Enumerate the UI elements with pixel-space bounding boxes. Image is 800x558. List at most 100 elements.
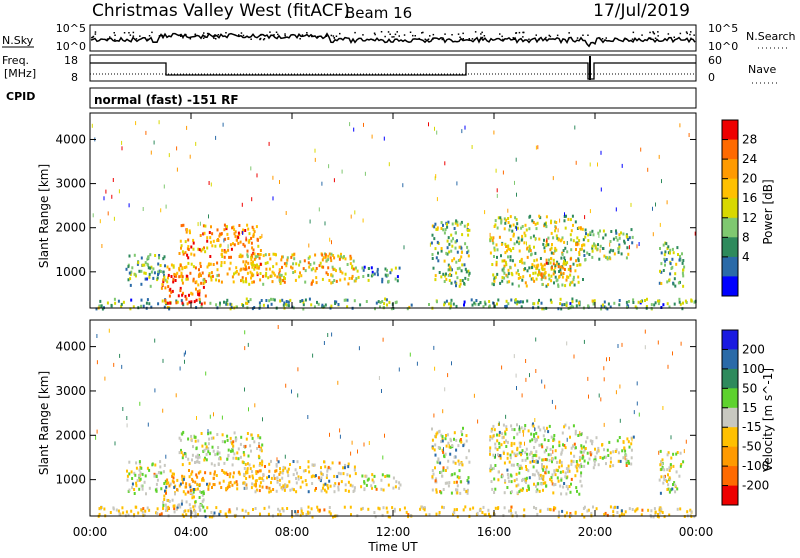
- nsky-tick-bottom: 10^0: [56, 40, 86, 53]
- echo-cell: [467, 233, 470, 237]
- echo-cell: [307, 261, 310, 265]
- echo-cell: [273, 477, 276, 480]
- echo-cell: [677, 281, 680, 285]
- echo-cell: [660, 509, 663, 513]
- echo-cell: [434, 435, 437, 439]
- echo-cell: [133, 492, 136, 495]
- echo-cell: [631, 241, 634, 245]
- echo-cell: [149, 266, 152, 270]
- noise-cell: [153, 140, 155, 145]
- echo-cell: [189, 271, 192, 275]
- echo-cell: [223, 223, 226, 227]
- echo-cell: [250, 258, 253, 262]
- echo-cell: [282, 279, 285, 282]
- echo-cell: [531, 438, 534, 442]
- echo-cell: [256, 266, 259, 270]
- echo-cell: [578, 465, 581, 469]
- echo-cell: [205, 445, 208, 449]
- echo-cell: [557, 479, 560, 483]
- echo-cell: [382, 506, 385, 510]
- noise-cell: [670, 435, 672, 440]
- echo-cell: [570, 248, 573, 252]
- echo-cell: [178, 503, 181, 507]
- echo-cell: [318, 508, 321, 512]
- freq-label-line2: [MHz]: [4, 67, 36, 80]
- echo-cell: [503, 440, 506, 444]
- echo-cell: [667, 487, 670, 491]
- echo-cell: [242, 304, 245, 308]
- noise-cell: [209, 414, 211, 419]
- echo-cell: [360, 485, 363, 489]
- echo-cell: [527, 486, 530, 490]
- echo-cell: [455, 480, 458, 484]
- echo-cell: [98, 507, 101, 511]
- echo-cell: [217, 239, 220, 242]
- echo-cell: [553, 281, 555, 285]
- echo-cell: [192, 490, 195, 494]
- echo-cell: [150, 305, 153, 309]
- echo-cell: [500, 219, 503, 223]
- echo-cell: [197, 292, 200, 296]
- echo-cell: [149, 284, 152, 288]
- echo-cell: [283, 488, 286, 492]
- echo-cell: [331, 280, 334, 284]
- echo-cell: [534, 453, 537, 457]
- echo-cell: [603, 448, 605, 452]
- echo-cell: [135, 466, 138, 470]
- echo-cell: [188, 483, 191, 487]
- echo-cell: [292, 460, 295, 463]
- noise-cell: [160, 208, 162, 213]
- noise-cell: [244, 387, 245, 392]
- echo-cell: [180, 451, 183, 455]
- x-tick-label: 12:00: [376, 525, 411, 539]
- echo-cell: [593, 463, 596, 467]
- echo-cell: [189, 488, 192, 492]
- echo-cell: [632, 435, 635, 439]
- echo-cell: [510, 512, 513, 515]
- echo-cell: [609, 305, 612, 309]
- echo-cell: [542, 426, 545, 430]
- echo-cell: [500, 475, 503, 479]
- echo-cell: [203, 458, 206, 462]
- nsky-dot: [269, 31, 271, 33]
- echo-cell: [594, 244, 597, 248]
- noise-cell: [126, 423, 128, 428]
- noise-cell: [314, 157, 316, 162]
- echo-cell: [322, 305, 325, 309]
- echo-cell: [363, 480, 366, 484]
- echo-cell: [669, 466, 672, 470]
- echo-cell: [526, 488, 528, 492]
- echo-cell: [250, 236, 253, 240]
- noise-cell: [358, 346, 360, 351]
- echo-cell: [548, 458, 551, 462]
- echo-cell: [513, 242, 516, 246]
- nsky-dot: [545, 36, 547, 39]
- echo-cell: [625, 464, 628, 467]
- noise-cell: [107, 211, 109, 216]
- echo-cell: [178, 266, 181, 270]
- echo-cell: [354, 472, 357, 476]
- echo-cell: [541, 445, 544, 449]
- echo-cell: [525, 228, 528, 232]
- echo-cell: [581, 456, 584, 460]
- nsky-dot: [649, 31, 651, 34]
- echo-cell: [210, 436, 213, 440]
- noise-cell: [113, 216, 115, 221]
- echo-cell: [202, 478, 205, 482]
- echo-cell: [660, 475, 663, 479]
- echo-cell: [233, 272, 235, 276]
- echo-cell: [529, 274, 531, 278]
- echo-cell: [341, 271, 344, 275]
- echo-cell: [267, 512, 270, 516]
- echo-cell: [289, 298, 292, 302]
- nsky-dot: [94, 31, 97, 33]
- noise-cell: [552, 449, 554, 454]
- noise-cell: [589, 162, 591, 167]
- echo-cell: [314, 488, 317, 492]
- echo-cell: [525, 284, 528, 288]
- echo-cell: [256, 253, 259, 256]
- echo-cell: [179, 286, 182, 290]
- echo-cell: [431, 446, 434, 450]
- echo-cell: [470, 298, 473, 302]
- echo-cell: [493, 455, 496, 459]
